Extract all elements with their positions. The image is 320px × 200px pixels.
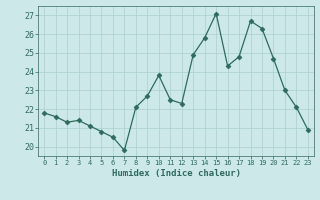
X-axis label: Humidex (Indice chaleur): Humidex (Indice chaleur) bbox=[111, 169, 241, 178]
